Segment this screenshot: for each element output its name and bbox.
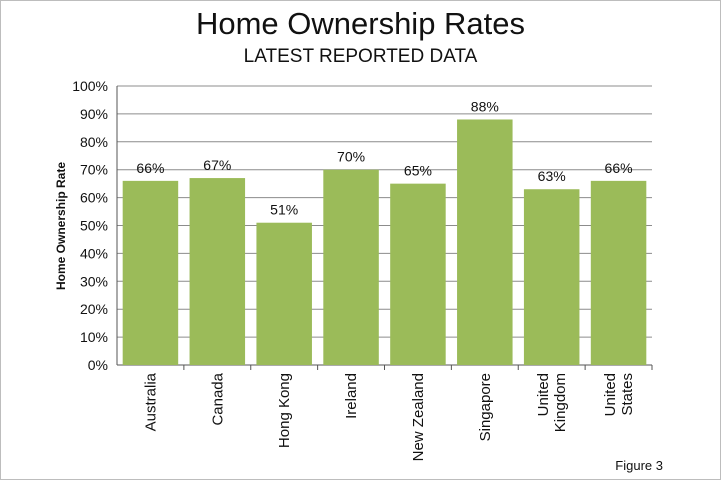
x-category-label-line: Ireland [343, 373, 360, 419]
data-label: 66% [605, 160, 633, 176]
y-tick-label: 60% [80, 190, 108, 206]
data-label: 65% [404, 163, 432, 179]
x-category-label-line: Canada [209, 372, 226, 425]
y-tick-label: 100% [72, 78, 108, 94]
bar [390, 183, 446, 365]
data-label: 67% [203, 157, 231, 173]
data-label: 70% [337, 149, 365, 165]
bar [323, 169, 379, 365]
bar [122, 180, 179, 365]
x-category-label-line: New Zealand [410, 373, 427, 461]
x-category-label-line: United [602, 373, 619, 416]
x-category-label-line: Kingdom [552, 373, 569, 432]
y-tick-label: 10% [80, 329, 108, 345]
x-category-label-line: United [535, 373, 552, 416]
x-category-label-line: Singapore [477, 373, 494, 441]
x-category-label-line: Australia [142, 372, 159, 431]
data-label: 63% [538, 168, 566, 184]
bar [189, 178, 246, 365]
y-tick-label: 30% [80, 273, 108, 289]
figure-label: Figure 3 [615, 458, 663, 473]
y-tick-label: 80% [80, 134, 108, 150]
bar [523, 189, 580, 365]
chart-subtitle: LATEST REPORTED DATA [243, 46, 478, 67]
chart-title: Home Ownership Rates [195, 6, 526, 41]
data-label: 88% [471, 98, 499, 114]
x-category-label: Australia [142, 372, 159, 431]
y-tick-label: 20% [80, 301, 108, 317]
x-category-label: Hong Kong [276, 373, 293, 448]
x-category-label: New Zealand [410, 373, 427, 461]
x-category-label: Canada [209, 372, 226, 425]
bar [256, 222, 312, 365]
y-tick-label: 70% [80, 162, 108, 178]
data-label: 51% [270, 202, 298, 218]
y-tick-label: 50% [80, 218, 108, 234]
x-category-label-line: States [619, 373, 636, 416]
x-category-label: UnitedKingdom [535, 373, 569, 432]
x-category-label: Singapore [477, 373, 494, 441]
x-category-label: Ireland [343, 373, 360, 419]
bar [457, 119, 513, 365]
y-tick-label: 40% [80, 245, 108, 261]
data-label: 66% [136, 160, 164, 176]
x-category-label-line: Hong Kong [276, 373, 293, 448]
x-category-label: UnitedStates [602, 373, 636, 416]
y-tick-label: 90% [80, 106, 108, 122]
bar [590, 180, 647, 365]
y-tick-label: 0% [88, 357, 108, 373]
